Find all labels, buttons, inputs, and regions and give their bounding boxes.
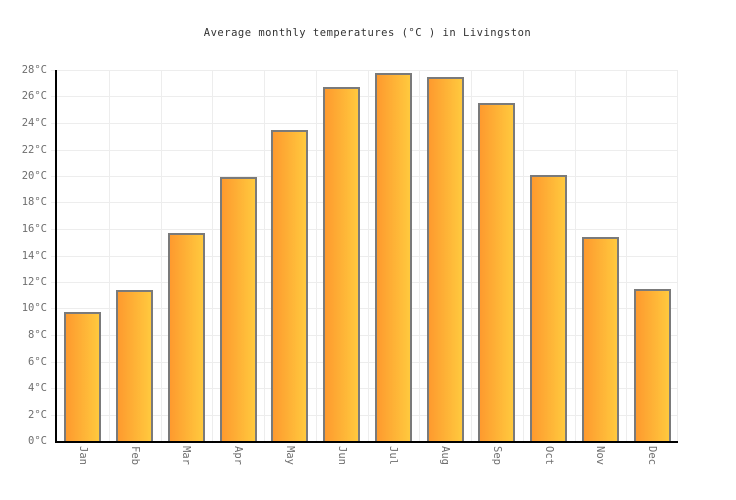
x-axis-label-jul: Jul [387,446,399,465]
gridline-vertical-8 [471,70,472,441]
gridline-horizontal-20 [57,176,678,177]
gridline-horizontal-14 [57,256,678,257]
y-axis-label-4: 4°C [28,382,47,394]
y-axis-label-14: 14°C [21,250,47,262]
bar-mar [168,233,205,441]
y-axis-label-10: 10°C [21,302,47,314]
y-tick-10 [51,308,56,309]
x-axis-label-may: May [284,446,296,465]
gridline-vertical-6 [368,70,369,441]
gridline-vertical-4 [264,70,265,441]
y-axis-line [55,70,57,443]
gridline-vertical-3 [212,70,213,441]
y-axis-label-16: 16°C [21,223,47,235]
gridline-vertical-1 [109,70,110,441]
x-axis-line [55,441,678,443]
x-axis-label-dec: Dec [646,446,658,465]
y-axis-label-24: 24°C [21,117,47,129]
gridline-horizontal-18 [57,202,678,203]
gridline-vertical-11 [626,70,627,441]
bar-jan [64,312,101,441]
y-axis-label-20: 20°C [21,170,47,182]
x-axis-label-jan: Jan [77,446,89,465]
y-tick-20 [51,176,56,177]
bar-aug [427,77,464,441]
y-axis-label-18: 18°C [21,196,47,208]
x-axis-label-oct: Oct [543,446,555,465]
x-axis-label-sep: Sep [491,446,503,465]
x-axis-label-aug: Aug [439,446,451,465]
y-axis-label-2: 2°C [28,409,47,421]
gridline-vertical-9 [523,70,524,441]
gridline-vertical-5 [316,70,317,441]
gridline-horizontal-2 [57,415,678,416]
gridline-horizontal-24 [57,123,678,124]
gridline-horizontal-6 [57,362,678,363]
y-axis-label-8: 8°C [28,329,47,341]
x-axis-label-apr: Apr [232,446,244,465]
y-tick-2 [51,415,56,416]
y-axis-label-22: 22°C [21,144,47,156]
x-axis-label-feb: Feb [129,446,141,465]
y-axis-label-28: 28°C [21,64,47,76]
gridline-horizontal-12 [57,282,678,283]
gridline-vertical-7 [419,70,420,441]
gridline-horizontal-10 [57,308,678,309]
y-axis-label-0: 0°C [28,435,47,447]
gridline-horizontal-22 [57,150,678,151]
y-tick-12 [51,282,56,283]
y-tick-22 [51,150,56,151]
y-tick-4 [51,388,56,389]
bar-apr [220,177,257,441]
bar-may [271,130,308,441]
bar-jun [323,87,360,441]
y-tick-26 [51,96,56,97]
gridline-horizontal-16 [57,229,678,230]
gridline-horizontal-4 [57,388,678,389]
gridline-vertical-12 [677,70,678,441]
y-axis-label-6: 6°C [28,356,47,368]
gridline-horizontal-26 [57,96,678,97]
y-axis-label-26: 26°C [21,90,47,102]
chart-title: Average monthly temperatures (°C ) in Li… [203,27,532,39]
y-tick-14 [51,256,56,257]
y-tick-6 [51,362,56,363]
y-tick-8 [51,335,56,336]
bar-dec [634,289,671,441]
y-tick-24 [51,123,56,124]
plot-area [51,70,678,441]
x-axis-label-jun: Jun [336,446,348,465]
x-axis-label-nov: Nov [594,446,606,465]
bar-oct [530,175,567,441]
y-axis-label-12: 12°C [21,276,47,288]
gridline-vertical-10 [575,70,576,441]
gridline-horizontal-8 [57,335,678,336]
y-tick-28 [51,70,56,71]
gridline-horizontal-28 [57,70,678,71]
y-tick-18 [51,202,56,203]
bar-nov [582,237,619,441]
bar-feb [116,290,153,441]
bar-sep [478,103,515,441]
x-axis-label-mar: Mar [180,446,192,465]
y-tick-16 [51,229,56,230]
gridline-vertical-2 [161,70,162,441]
bar-jul [375,73,412,441]
